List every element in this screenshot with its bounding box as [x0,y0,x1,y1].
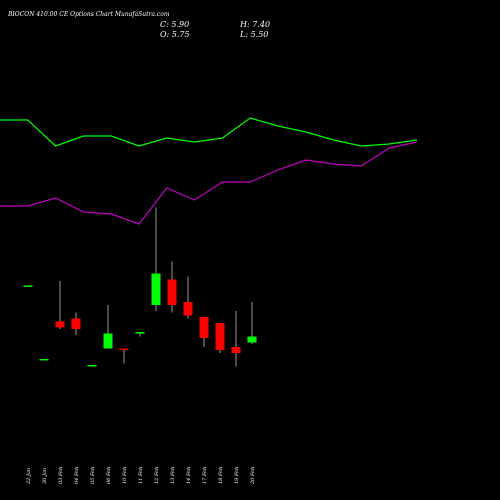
candle-body [151,273,161,305]
candle [151,207,161,311]
candle [39,359,49,361]
x-axis-tick-labels: 22 Jan 30 Jan 03 Feb 04 Feb 05 Feb 06 Feb 10 F… [26,467,256,485]
high-value: 7.40 [252,20,270,29]
upper-line [0,117,418,147]
high-readout: H: 7.40 [239,20,270,29]
candle [103,305,113,349]
candle-body [55,321,65,328]
candle-body [135,332,145,334]
x-tick-label: 06 Feb [106,467,112,484]
x-tick-label: 22 Jan [26,468,32,485]
indicator-lines [0,117,418,225]
x-tick-label: 19 Feb [234,467,240,484]
candle [87,365,97,367]
candle [183,276,193,319]
candle-body [71,318,81,329]
candles [23,207,257,367]
candle [167,261,177,313]
candle [199,317,209,347]
candle [135,332,145,337]
candle-body [23,285,33,287]
x-tick-label: 13 Feb [170,467,176,484]
x-tick-label: 14 Feb [186,467,192,484]
x-tick-label: 03 Feb [58,467,64,484]
x-tick-label: 18 Feb [218,467,224,484]
candle [231,311,241,367]
x-tick-label: 12 Feb [154,467,160,484]
low-value: 5.50 [251,30,269,39]
candle-body [231,347,241,353]
close-value: 5.90 [171,20,189,29]
candle [23,285,33,287]
candle-body [183,302,193,316]
x-tick-label: 10 Feb [122,467,128,484]
chart-title: BIOCON 410.00 CE Options Chart MunafaSut… [7,11,170,18]
close-readout: C: 5.90 [160,20,189,29]
low-readout: L: 5.50 [239,30,268,39]
x-tick-label: 05 Feb [90,467,96,484]
x-tick-label: 20 Feb [250,467,256,485]
candle [247,302,257,344]
candle-body [119,348,129,350]
lower-line [0,141,418,225]
candle [119,348,129,364]
candle-body [215,323,225,350]
x-tick-label: 30 Jan [42,468,48,484]
x-tick-label: 17 Feb [202,467,208,484]
x-tick-label: 11 Feb [138,467,144,484]
candle-body [87,365,97,367]
candle-body [167,279,177,305]
open-readout: O: 5.75 [160,30,190,39]
candle [71,312,81,335]
candle [55,281,65,329]
candle [215,323,225,353]
open-value: 5.75 [172,30,190,39]
candle-body [103,333,113,349]
candle-body [39,359,49,361]
candle-body [247,336,257,343]
candle-body [199,317,209,338]
x-tick-label: 04 Feb [74,467,80,484]
